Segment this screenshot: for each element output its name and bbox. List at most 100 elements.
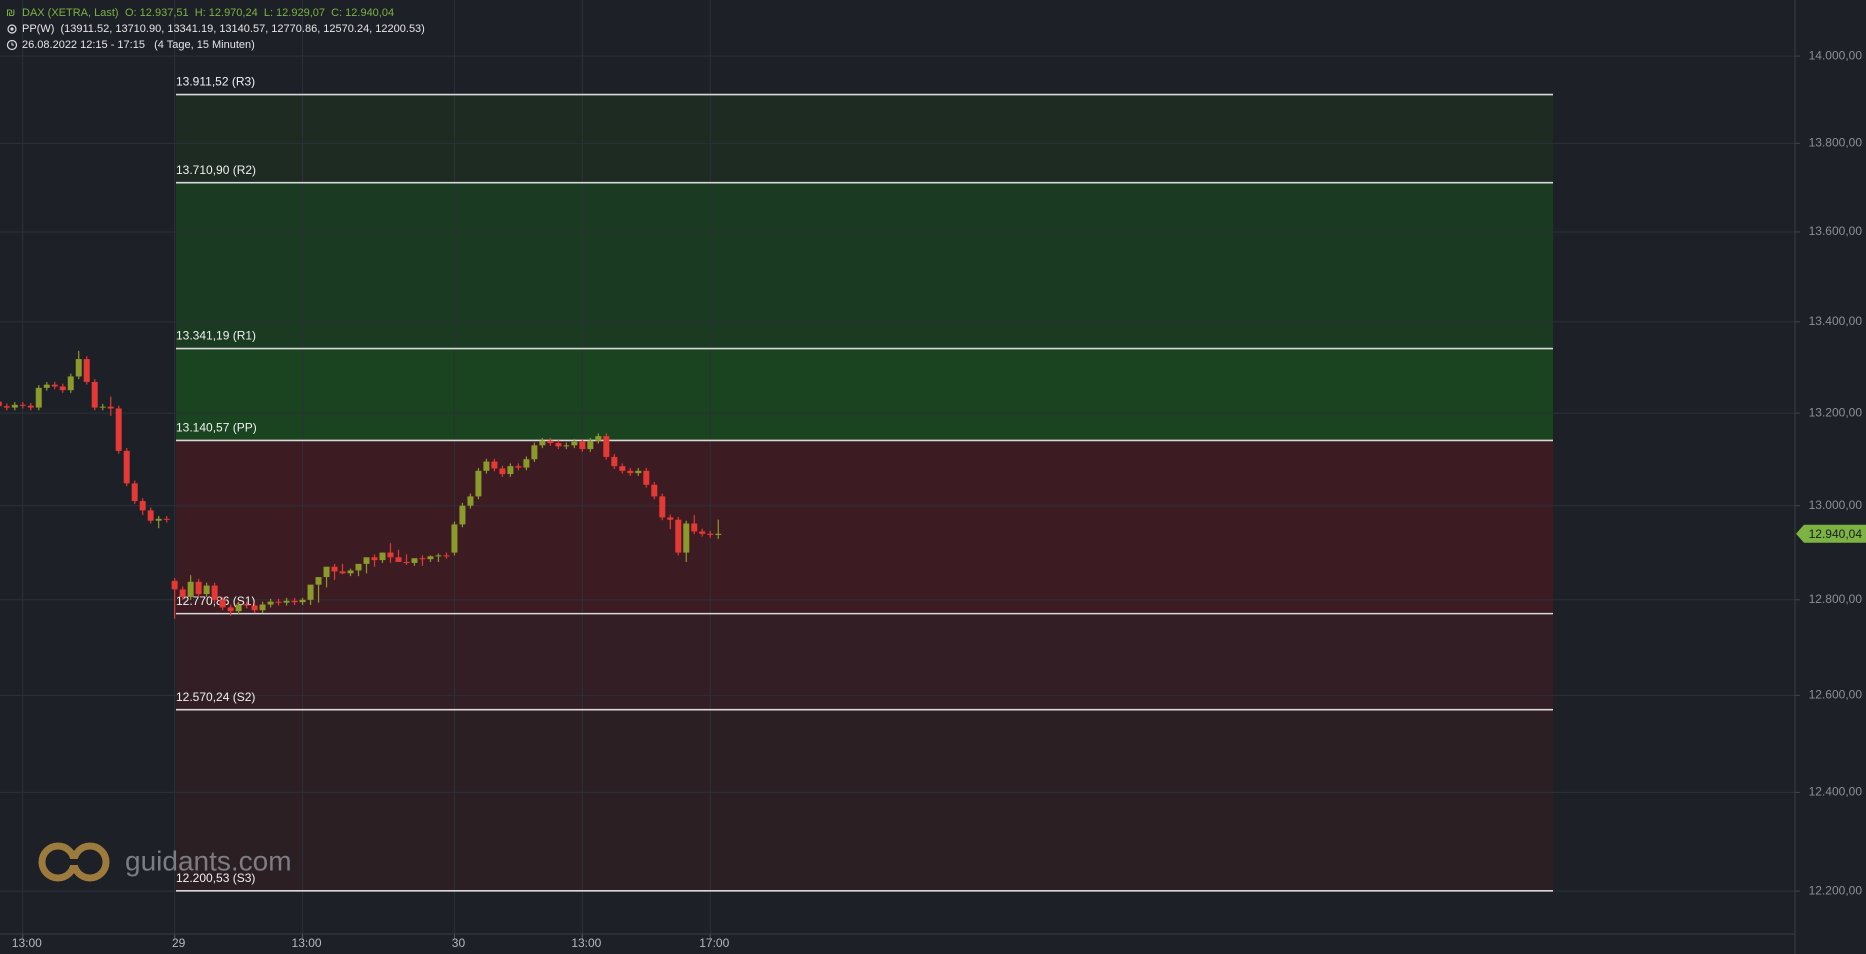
candle-body	[227, 607, 234, 612]
candle-body	[67, 376, 74, 391]
candle-body	[395, 557, 402, 562]
pivot-zone	[176, 440, 1553, 614]
candle-body	[411, 558, 418, 563]
indicator-icon-dot	[10, 27, 14, 31]
period-label: 26.08.2022 12:15 - 17:15 (4 Tage, 15 Min…	[22, 39, 255, 51]
candle-body	[83, 359, 90, 382]
period-icon-hands	[11, 42, 14, 46]
candle-body	[339, 571, 346, 574]
y-tick-label: 12.600,00	[1809, 688, 1863, 702]
candle-body	[699, 531, 706, 534]
candle-body	[419, 558, 426, 560]
grid	[0, 0, 1795, 934]
pivot-label: 12.200,53 (S3)	[176, 871, 255, 885]
candle-body	[107, 406, 114, 409]
candle-body	[139, 501, 146, 511]
candle-body	[203, 585, 210, 595]
candle-body	[131, 483, 138, 502]
candle-body	[571, 441, 578, 446]
candle-body	[443, 555, 450, 557]
y-tick-label: 13.800,00	[1809, 136, 1863, 150]
pivot-zone	[176, 709, 1553, 891]
candle-body	[483, 461, 490, 471]
candle-body	[267, 601, 274, 605]
candle-body	[19, 404, 26, 406]
y-tick-label: 12.400,00	[1809, 785, 1863, 799]
candle-body	[115, 408, 122, 451]
candle-body	[251, 605, 258, 611]
pivot-label: 13.140,57 (PP)	[176, 421, 257, 435]
candle-body	[467, 496, 474, 506]
candle-body	[427, 556, 434, 560]
candle-body	[331, 566, 338, 572]
pivot-label: 13.341,19 (R1)	[176, 329, 256, 343]
candle-body	[619, 466, 626, 471]
candle-body	[627, 470, 634, 474]
pivot-label: 12.570,24 (S2)	[176, 690, 255, 704]
x-tick-label: 13:00	[12, 936, 42, 950]
candle-body	[507, 466, 514, 475]
candle-body	[555, 443, 562, 447]
pivot-label: 13.710,90 (R2)	[176, 163, 256, 177]
candle-body	[451, 524, 458, 553]
ohlc-label: O: 12.937,51 H: 12.970,24 L: 12.929,07 C…	[125, 7, 394, 19]
y-tick-label: 12.200,00	[1809, 883, 1863, 897]
watermark-logo	[38, 842, 110, 882]
symbol-icon: ₪	[6, 7, 15, 19]
pivot-zone	[176, 94, 1553, 183]
candle-body	[0, 401, 2, 407]
zones	[176, 94, 1553, 891]
candle-body	[587, 440, 594, 450]
candle-body	[235, 604, 242, 612]
candle-body	[659, 496, 666, 518]
x-tick-label: 29	[172, 936, 186, 950]
candle-body	[683, 523, 690, 553]
y-tick-label: 13.200,00	[1809, 405, 1863, 419]
candle-body	[539, 440, 546, 446]
candle-body	[59, 386, 66, 391]
candle-body	[595, 436, 602, 441]
candle-body	[707, 533, 714, 535]
candle-body	[27, 405, 34, 408]
candle-body	[75, 359, 82, 377]
y-tick-label: 12.800,00	[1809, 592, 1863, 606]
overlay: guidants.com ₪ DAX (XETRA, Last) O: 12.9…	[6, 7, 425, 882]
last-price-label: 12.940,04	[1809, 527, 1863, 541]
candle-body	[179, 589, 186, 597]
candle-body	[403, 561, 410, 563]
candle-body	[651, 484, 658, 497]
candle-body	[171, 580, 178, 590]
indicator-icon	[7, 24, 17, 34]
y-tick-label: 14.000,00	[1809, 48, 1863, 62]
pivot-label: 13.911,52 (R3)	[176, 75, 255, 89]
candle-body	[259, 604, 266, 611]
watermark: guidants.com	[125, 845, 292, 876]
candle-body	[3, 406, 10, 408]
candle-body	[515, 466, 522, 468]
candle-body	[715, 533, 722, 535]
candle-body	[491, 461, 498, 469]
candle-body	[643, 470, 650, 485]
candle-body	[211, 585, 218, 600]
candle-body	[307, 584, 314, 600]
y-tick-label: 13.600,00	[1809, 224, 1863, 238]
pivot-zone	[176, 348, 1553, 441]
candles	[0, 350, 722, 619]
x-tick-label: 13:00	[571, 936, 601, 950]
candle-body	[283, 600, 290, 603]
candle-body	[147, 510, 154, 521]
candle-body	[611, 456, 618, 467]
candle-body	[667, 517, 674, 520]
candle-body	[155, 518, 162, 521]
x-tick-label: 13:00	[292, 936, 322, 950]
candle-body	[579, 441, 586, 450]
indicator-label: PP(W) (13911.52, 13710.90, 13341.19, 131…	[22, 23, 425, 35]
candle-body	[371, 557, 378, 561]
candle-body	[91, 381, 98, 408]
candle-body	[379, 552, 386, 561]
candle-body	[523, 459, 530, 468]
last-price-tag	[1796, 524, 1866, 543]
y-tick-label: 13.000,00	[1809, 498, 1863, 512]
candle-body	[291, 600, 298, 603]
candle-body	[11, 404, 18, 408]
